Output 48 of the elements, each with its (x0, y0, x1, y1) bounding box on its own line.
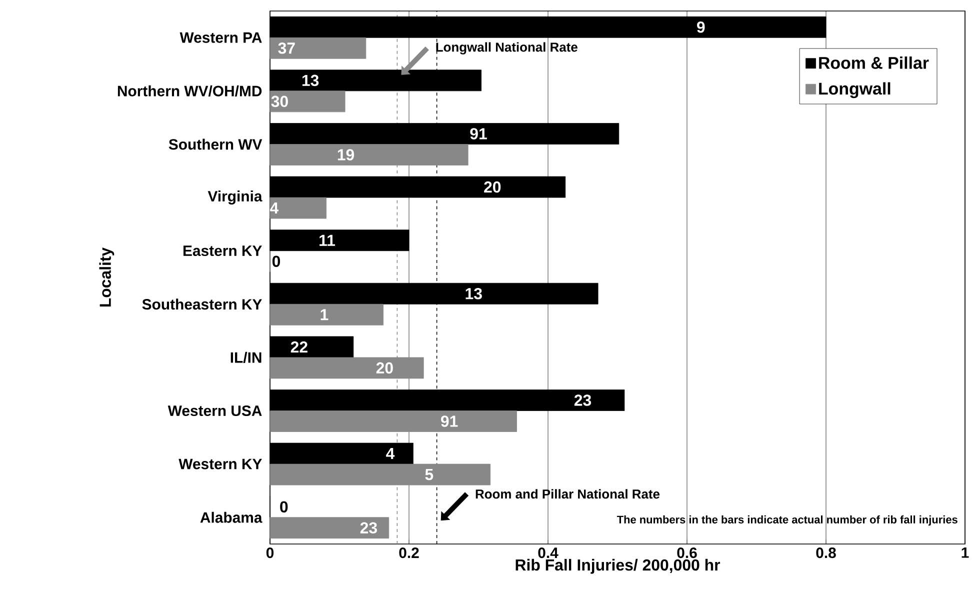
ref-line-label: Room and Pillar National Rate (476, 489, 660, 499)
annotation: 91 (441, 416, 458, 427)
annotation: 0 (280, 501, 288, 512)
bar (270, 197, 327, 219)
annotation: 20 (484, 181, 501, 193)
x-axis-title: Rib Fall Injuries/ 200,000 hr (516, 558, 720, 574)
x-tick-label: 0.8 (816, 548, 836, 558)
y-tick-label: Virginia (208, 190, 262, 205)
y-tick-label: Southern WV (168, 138, 262, 150)
x-tick-label: 0.2 (399, 548, 419, 558)
y-tick-label: Southeastern KY (142, 298, 262, 310)
y-tick-label: IL/IN (230, 352, 262, 363)
annotation: 20 (376, 362, 393, 374)
x-tick-label: 0.4 (538, 548, 558, 558)
x-tick-label: 0 (266, 548, 274, 558)
legend-label: Longwall (819, 82, 890, 98)
annotation: 30 (271, 96, 288, 108)
y-tick-label: Northern WV/OH/MD (118, 85, 262, 96)
y-tick-label: Western USA (168, 405, 262, 416)
annotation: 13 (466, 288, 482, 300)
annotation: 91 (470, 128, 487, 140)
y-tick-label: Alabama (200, 512, 262, 523)
annotation: 13 (302, 74, 319, 86)
annotation: 4 (386, 448, 395, 460)
y-tick-label: Eastern KY (184, 246, 262, 256)
y-axis-title: Locality (99, 247, 114, 307)
annotation: The numbers in the bars indicate actual number of rib fall injuries (616, 515, 958, 526)
annotation: 22 (290, 341, 308, 353)
annotation: 23 (360, 522, 377, 534)
y-tick-label: Western PA (180, 32, 262, 43)
annotation: 9 (697, 22, 705, 33)
ref-line-label: Longwall National Rate (436, 42, 578, 54)
annotation: 1 (320, 309, 328, 320)
legend-label: Room & Pillar (819, 56, 929, 69)
y-tick-label: Western KY (178, 458, 262, 470)
x-tick-label: 1 (962, 548, 969, 558)
annotation: 11 (320, 234, 335, 246)
annotation: 0 (272, 256, 280, 267)
annotation: 5 (425, 468, 434, 480)
annotation: 4 (270, 202, 279, 214)
bar (270, 517, 390, 539)
annotation: 37 (278, 42, 295, 54)
bar (270, 37, 366, 59)
bar (270, 304, 384, 326)
annotation: 23 (574, 394, 592, 406)
x-tick-label: 0.6 (677, 548, 697, 558)
bar (270, 90, 346, 112)
annotation: 19 (338, 149, 354, 160)
